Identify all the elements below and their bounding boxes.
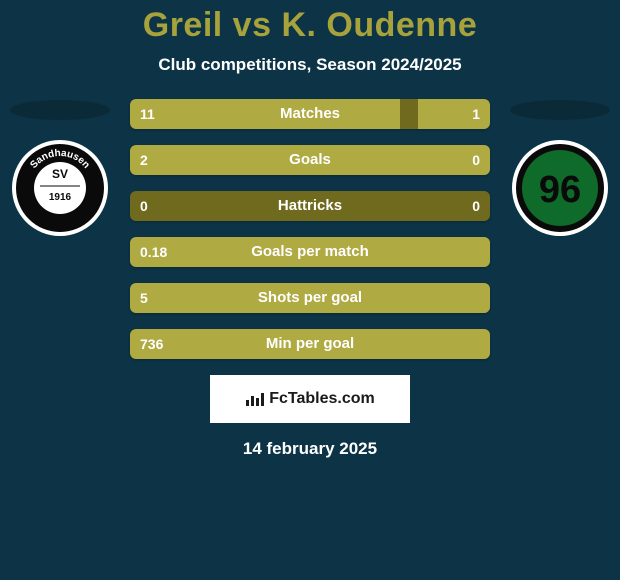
metric-label: Goals bbox=[130, 145, 490, 175]
stat-row: 111Matches bbox=[130, 99, 490, 129]
right-club-column: 96 bbox=[500, 100, 620, 238]
hannover-crest-icon: 96 bbox=[510, 138, 610, 238]
metric-label: Min per goal bbox=[130, 329, 490, 359]
crest-shadow bbox=[510, 100, 610, 120]
comparison-card: Greil vs K. Oudenne Club competitions, S… bbox=[0, 0, 620, 580]
stat-row: 00Hattricks bbox=[130, 191, 490, 221]
chart-icon bbox=[245, 391, 265, 407]
club-crest-left: SV Sandhausen 1916 bbox=[10, 138, 110, 238]
stat-row: 0.18Goals per match bbox=[130, 237, 490, 267]
stats-rows: 111Matches 20Goals 00Hattricks 0.18Goals pe… bbox=[130, 99, 490, 359]
svg-text:SV: SV bbox=[52, 167, 68, 181]
player-left-name: Greil bbox=[143, 6, 223, 44]
stat-row: 736Min per goal bbox=[130, 329, 490, 359]
subtitle: Club competitions, Season 2024/2025 bbox=[0, 55, 620, 75]
crest-shadow bbox=[10, 100, 110, 120]
metric-label: Matches bbox=[130, 99, 490, 129]
footer-date: 14 february 2025 bbox=[0, 439, 620, 459]
left-club-column: SV Sandhausen 1916 bbox=[0, 100, 120, 238]
sandhausen-crest-icon: SV Sandhausen 1916 bbox=[10, 138, 110, 238]
brand-text: FcTables.com bbox=[269, 390, 375, 408]
club-crest-right: 96 bbox=[510, 138, 610, 238]
svg-text:96: 96 bbox=[539, 169, 581, 211]
page-title: Greil vs K. Oudenne bbox=[0, 6, 620, 45]
stat-row: 5Shots per goal bbox=[130, 283, 490, 313]
svg-text:1916: 1916 bbox=[49, 192, 72, 203]
vs-separator: vs bbox=[223, 6, 282, 44]
metric-label: Hattricks bbox=[130, 191, 490, 221]
player-right-name: K. Oudenne bbox=[281, 6, 477, 44]
metric-label: Shots per goal bbox=[130, 283, 490, 313]
stat-row: 20Goals bbox=[130, 145, 490, 175]
brand-badge: FcTables.com bbox=[210, 375, 410, 423]
metric-label: Goals per match bbox=[130, 237, 490, 267]
